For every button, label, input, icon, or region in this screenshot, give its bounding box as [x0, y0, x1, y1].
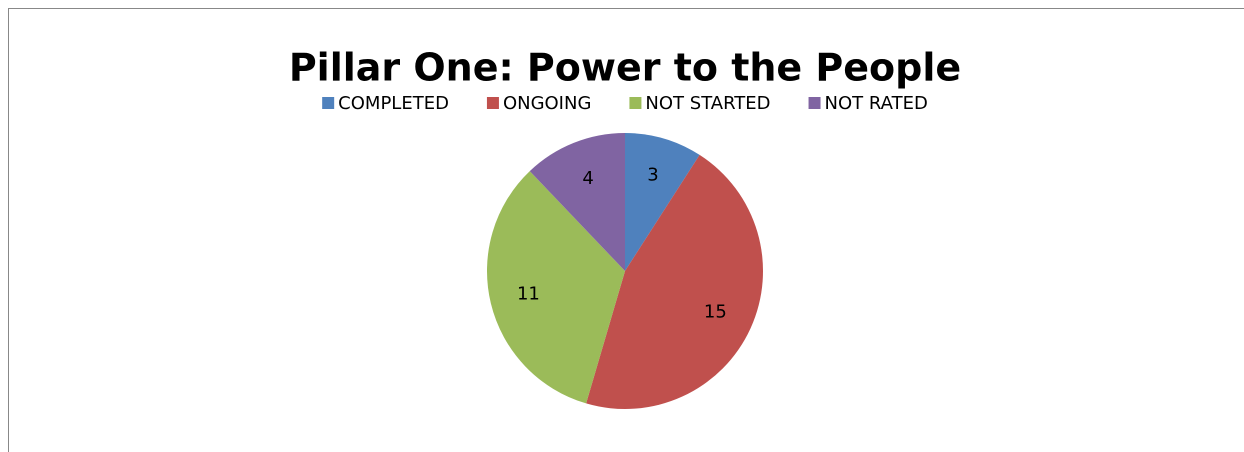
pie-slice	[487, 171, 625, 404]
pie: 3 15 11 4	[487, 133, 764, 410]
legend-label: COMPLETED	[338, 93, 449, 114]
data-label: 15	[704, 301, 727, 322]
legend-swatch	[808, 97, 821, 109]
data-label: 11	[517, 283, 540, 304]
legend-swatch	[322, 97, 335, 109]
legend-label: NOT RATED	[825, 93, 928, 114]
pie-slice	[586, 154, 764, 410]
data-label: 3	[647, 165, 658, 186]
pie-slice	[529, 133, 625, 271]
legend-swatch	[629, 97, 642, 109]
pie-slice	[625, 133, 700, 271]
legend-label: ONGOING	[503, 93, 591, 114]
legend-swatch	[486, 97, 499, 109]
data-label: 4	[582, 168, 593, 189]
legend-label: NOT STARTED	[645, 93, 770, 114]
legend: COMPLETED ONGOING NOT STARTED NOT RATED	[322, 93, 928, 114]
chart-title: Pillar One: Power to the People	[289, 46, 961, 90]
